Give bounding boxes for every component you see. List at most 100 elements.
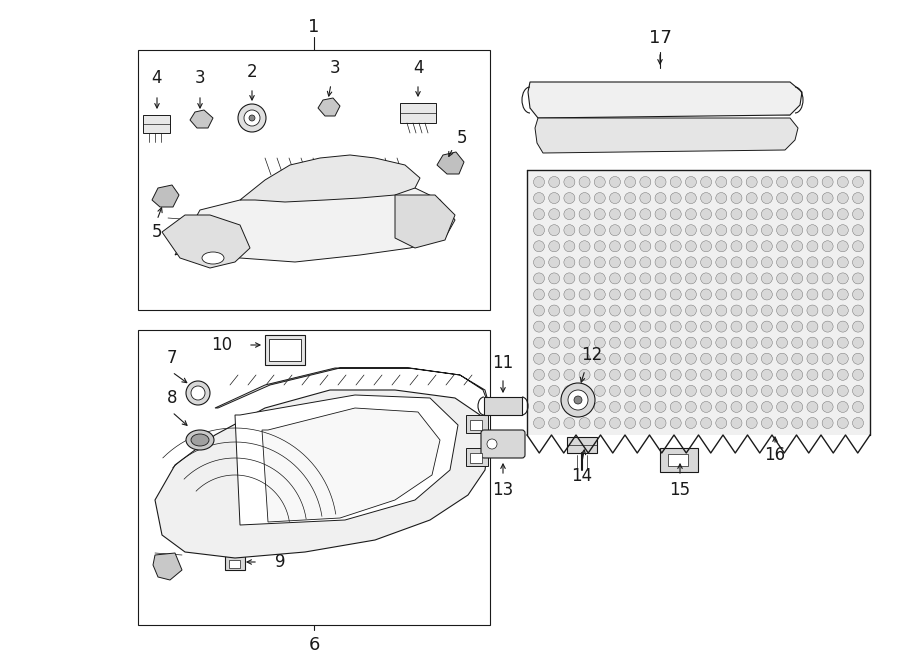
Text: 10: 10 (212, 336, 232, 354)
Text: 2: 2 (247, 63, 257, 81)
Circle shape (670, 241, 681, 252)
Circle shape (670, 385, 681, 397)
Circle shape (191, 386, 205, 400)
Bar (225, 556, 245, 570)
Circle shape (822, 273, 833, 284)
Circle shape (564, 401, 575, 412)
Circle shape (609, 401, 620, 412)
Circle shape (716, 289, 727, 300)
Bar (229, 560, 240, 568)
Circle shape (700, 289, 712, 300)
Circle shape (594, 369, 606, 380)
Circle shape (761, 337, 772, 348)
Circle shape (487, 439, 497, 449)
Circle shape (777, 337, 788, 348)
Circle shape (564, 305, 575, 316)
Circle shape (609, 289, 620, 300)
Polygon shape (190, 110, 213, 128)
Circle shape (640, 418, 651, 428)
Circle shape (640, 385, 651, 397)
Circle shape (579, 401, 590, 412)
Circle shape (579, 385, 590, 397)
Circle shape (686, 241, 697, 252)
Circle shape (822, 241, 833, 252)
Circle shape (852, 192, 863, 204)
Circle shape (700, 176, 712, 188)
Circle shape (807, 176, 818, 188)
Circle shape (594, 225, 606, 236)
Circle shape (655, 385, 666, 397)
Polygon shape (235, 395, 458, 525)
Circle shape (837, 353, 849, 364)
Circle shape (625, 321, 635, 332)
Circle shape (655, 209, 666, 219)
Polygon shape (395, 195, 455, 248)
Circle shape (731, 257, 742, 268)
Bar (269, 339, 301, 361)
Circle shape (609, 418, 620, 428)
Circle shape (549, 273, 560, 284)
Circle shape (837, 241, 849, 252)
Bar (660, 448, 698, 472)
Circle shape (609, 321, 620, 332)
Circle shape (822, 337, 833, 348)
Circle shape (837, 176, 849, 188)
Circle shape (792, 353, 803, 364)
Circle shape (700, 337, 712, 348)
Circle shape (549, 321, 560, 332)
Circle shape (746, 209, 757, 219)
Circle shape (579, 305, 590, 316)
Circle shape (746, 353, 757, 364)
Circle shape (822, 321, 833, 332)
Circle shape (594, 305, 606, 316)
Circle shape (549, 401, 560, 412)
Circle shape (822, 289, 833, 300)
Circle shape (238, 104, 266, 132)
Text: 16: 16 (764, 446, 786, 464)
Circle shape (792, 225, 803, 236)
Circle shape (594, 353, 606, 364)
Circle shape (640, 257, 651, 268)
Circle shape (700, 305, 712, 316)
Circle shape (716, 273, 727, 284)
Circle shape (731, 337, 742, 348)
Circle shape (852, 401, 863, 412)
Circle shape (640, 209, 651, 219)
Circle shape (534, 305, 544, 316)
Circle shape (837, 273, 849, 284)
Circle shape (609, 225, 620, 236)
Circle shape (852, 241, 863, 252)
Circle shape (746, 321, 757, 332)
Circle shape (655, 305, 666, 316)
Circle shape (807, 241, 818, 252)
Circle shape (761, 176, 772, 188)
Circle shape (564, 369, 575, 380)
Circle shape (807, 305, 818, 316)
Circle shape (534, 401, 544, 412)
Circle shape (852, 257, 863, 268)
Circle shape (640, 369, 651, 380)
Circle shape (807, 369, 818, 380)
Polygon shape (528, 82, 802, 118)
Circle shape (686, 385, 697, 397)
Circle shape (609, 257, 620, 268)
Circle shape (579, 241, 590, 252)
Circle shape (579, 176, 590, 188)
Circle shape (594, 176, 606, 188)
Circle shape (700, 209, 712, 219)
Circle shape (625, 209, 635, 219)
Circle shape (837, 305, 849, 316)
Circle shape (700, 418, 712, 428)
Circle shape (640, 225, 651, 236)
Circle shape (822, 225, 833, 236)
Circle shape (837, 192, 849, 204)
Circle shape (792, 401, 803, 412)
Circle shape (716, 321, 727, 332)
Circle shape (746, 337, 757, 348)
Polygon shape (152, 185, 179, 207)
Circle shape (852, 369, 863, 380)
Circle shape (640, 337, 651, 348)
Circle shape (746, 225, 757, 236)
Circle shape (655, 337, 666, 348)
Circle shape (579, 321, 590, 332)
